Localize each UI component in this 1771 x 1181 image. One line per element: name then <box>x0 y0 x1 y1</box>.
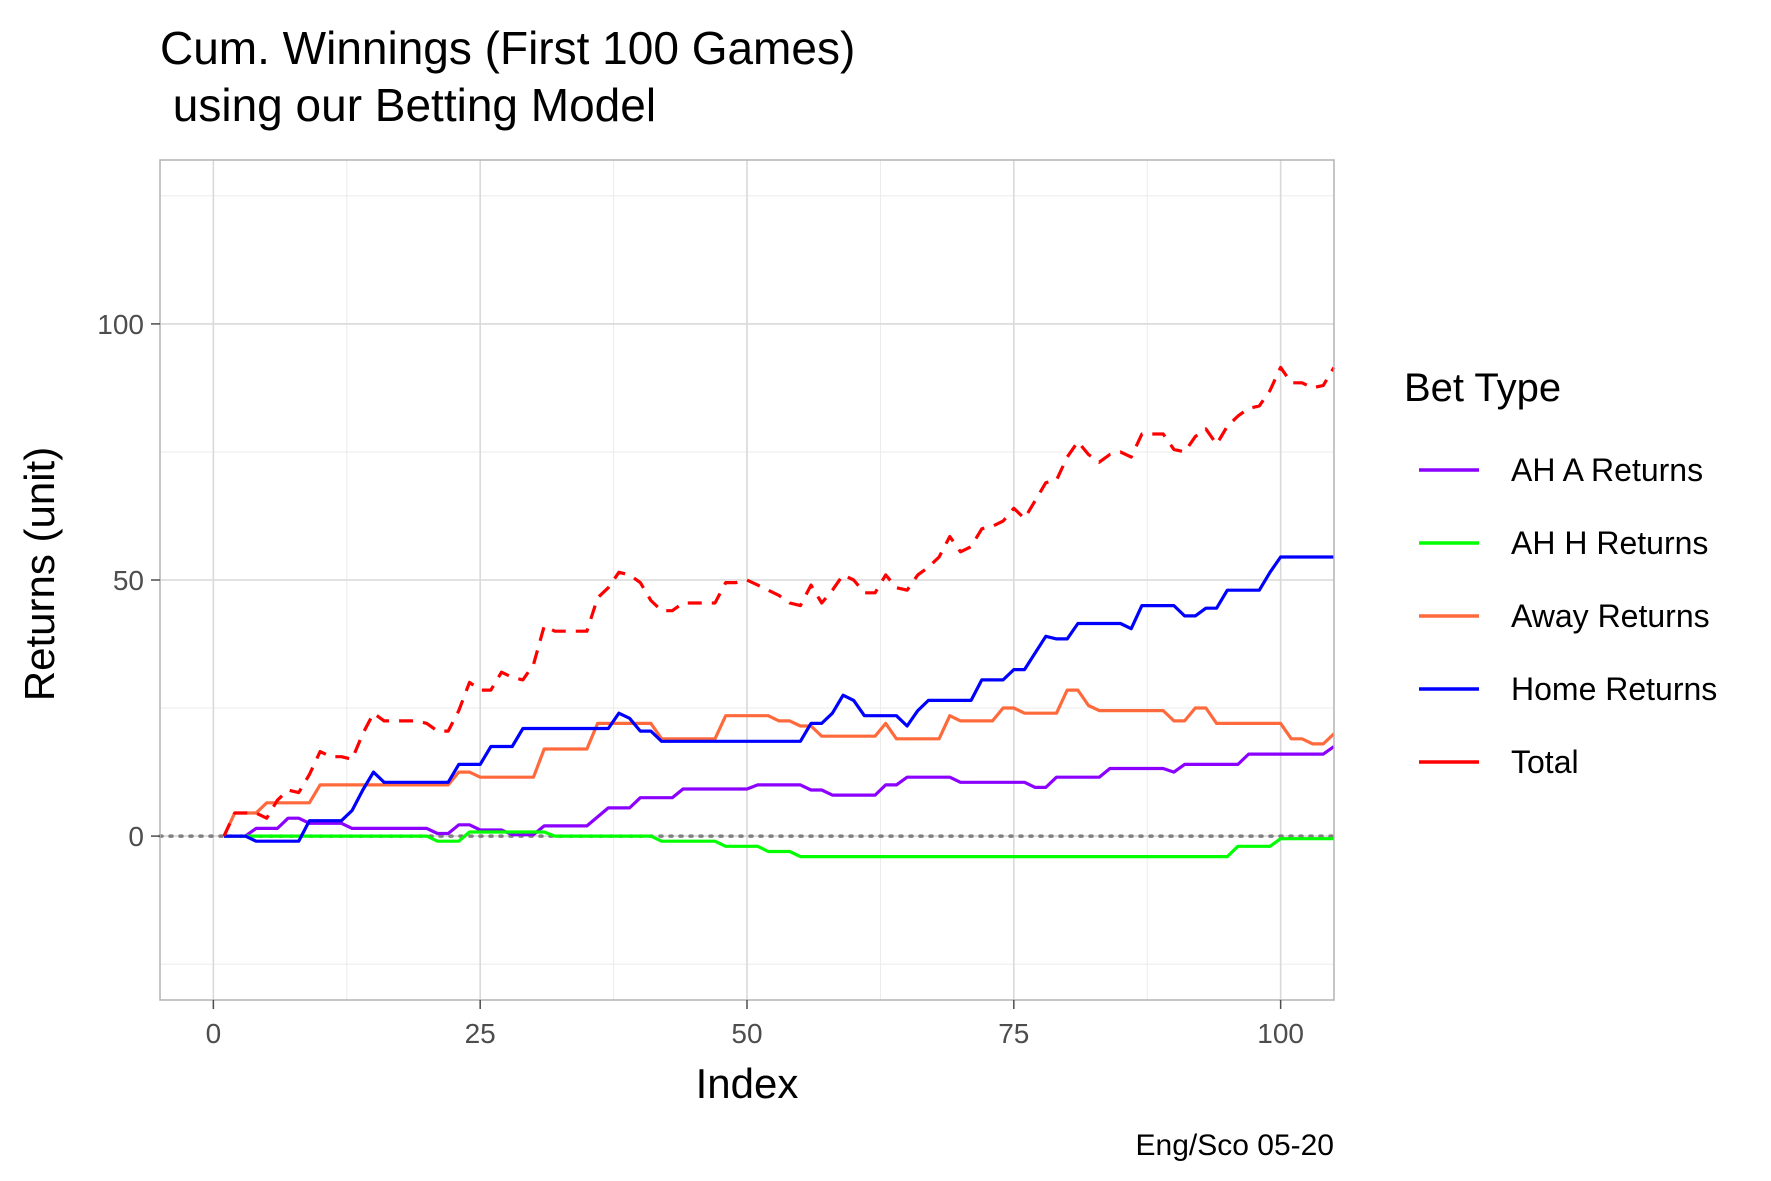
chart-caption: Eng/Sco 05-20 <box>1136 1129 1334 1162</box>
legend-label-home-returns: Home Returns <box>1511 671 1717 707</box>
series-line-ah-a-returns <box>224 745 1335 838</box>
series-line-ah-h-returns <box>224 830 1334 859</box>
plot-area <box>158 159 1336 1001</box>
y-tick-label: 0 <box>128 821 144 852</box>
x-axis-ticks: 0 25 50 75 100 <box>206 1000 1304 1049</box>
legend-label-away-returns: Away Returns <box>1511 598 1710 634</box>
legend-items: AH A Returns AH H Returns Away Returns Home… <box>1419 452 1717 780</box>
chart-title-line-2: using our Betting Model <box>160 79 656 131</box>
x-tick-label: 0 <box>206 1018 222 1049</box>
y-axis-title: Returns (unit) <box>16 447 63 701</box>
grid-major <box>160 160 1334 1000</box>
series-line-total <box>222 365 1336 837</box>
chart-title: Cum. Winnings (First 100 Games) using ou… <box>160 22 855 131</box>
legend-label-total: Total <box>1511 744 1579 780</box>
y-tick-label: 100 <box>97 309 144 340</box>
series-line-home-returns <box>224 555 1334 843</box>
y-tick-label: 50 <box>113 565 144 596</box>
x-tick-label: 25 <box>465 1018 496 1049</box>
chart-title-line-1: Cum. Winnings (First 100 Games) <box>160 22 855 74</box>
x-tick-label: 100 <box>1257 1018 1304 1049</box>
series-line-away-returns <box>222 688 1336 837</box>
series-lines <box>222 365 1336 859</box>
legend-label-ah-h-returns: AH H Returns <box>1511 525 1708 561</box>
legend-title: Bet Type <box>1404 366 1561 410</box>
legend: Bet Type AH A Returns AH H Returns Away Re… <box>1404 366 1717 780</box>
x-axis-title: Index <box>696 1060 799 1107</box>
y-axis-ticks: 0 50 100 <box>97 309 160 852</box>
x-tick-label: 75 <box>998 1018 1029 1049</box>
legend-label-ah-a-returns: AH A Returns <box>1511 452 1703 488</box>
x-tick-label: 50 <box>731 1018 762 1049</box>
